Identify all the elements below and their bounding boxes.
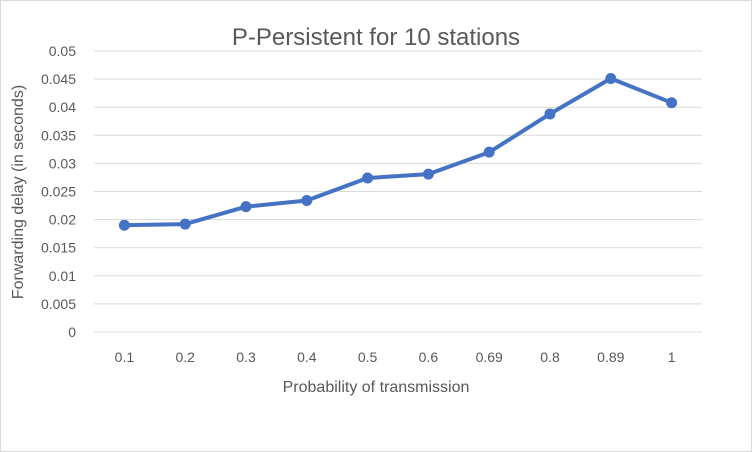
y-tick-label: 0.015 [41,240,76,256]
x-tick-label: 0.3 [236,349,256,365]
y-tick-label: 0.035 [41,127,76,143]
data-point [118,219,130,231]
y-tick-label: 0.005 [41,296,76,312]
data-point [605,73,617,85]
data-point [301,194,313,206]
data-point [422,168,434,180]
data-point [544,108,556,120]
x-axis-title: Probability of transmission [283,379,470,396]
x-tick-label: 0.8 [540,349,560,365]
y-tick-label: 0.01 [49,268,76,284]
x-tick-label: 0.89 [597,349,624,365]
x-tick-label: 0.4 [297,349,317,365]
data-point [240,201,252,213]
y-axis-title: Forwarding delay (in seconds) [10,85,27,299]
gridlines [94,50,702,333]
x-tick-label: 0.5 [358,349,378,365]
chart-title: P-Persistent for 10 stations [232,24,520,51]
x-tick-label: 0.2 [175,349,195,365]
x-tick-label: 1 [668,349,676,365]
data-point [362,172,374,184]
x-axis-tick-labels: 0.1 0.2 0.3 0.4 0.5 0.6 0.69 0.8 0.89 1 [115,349,676,365]
x-tick-label: 0.69 [476,349,503,365]
y-tick-label: 0.04 [49,99,76,115]
y-tick-label: 0 [68,324,76,340]
y-axis-tick-labels: 0 0.005 0.01 0.015 0.02 0.025 0.03 0.035 0.04 0.0… [41,43,76,340]
x-tick-label: 0.1 [115,349,135,365]
y-tick-label: 0.02 [49,212,76,228]
y-tick-label: 0.05 [49,43,76,59]
data-point [179,218,191,230]
x-tick-label: 0.6 [419,349,439,365]
y-tick-label: 0.03 [49,155,76,171]
data-point [666,97,678,109]
y-tick-label: 0.025 [41,184,76,200]
series-line [122,76,674,228]
data-point [483,146,495,158]
y-tick-label: 0.045 [41,71,76,87]
series-group [118,73,678,231]
